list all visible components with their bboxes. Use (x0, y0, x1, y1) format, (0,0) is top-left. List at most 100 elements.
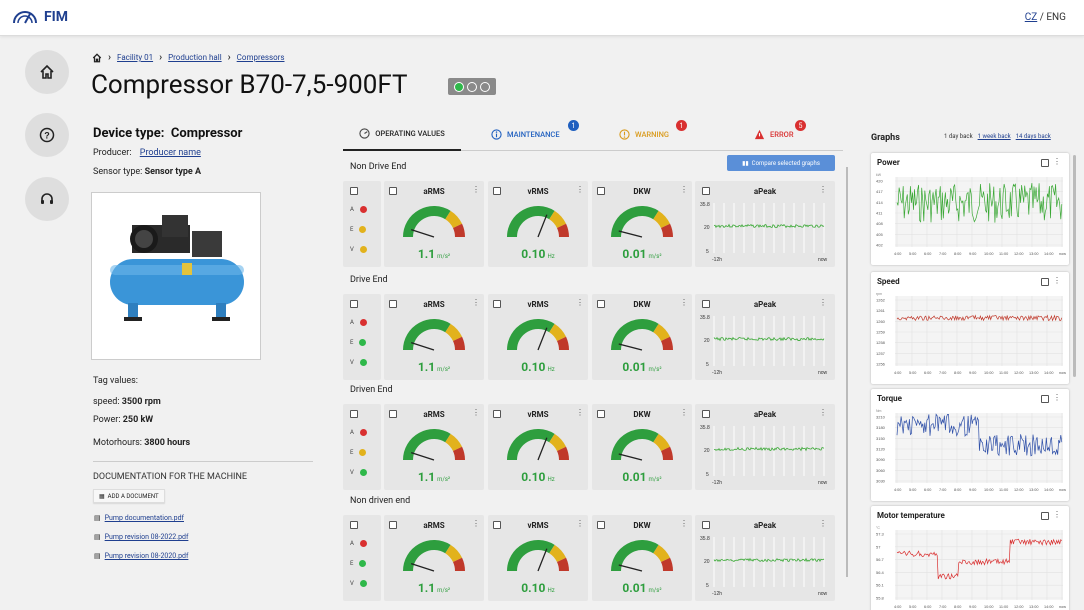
graph-card-motor-temperature[interactable]: Motor temperature ⋮ °C 57.3 57 56.7 56.4 56.1 55… (871, 506, 1069, 610)
more-vert-icon[interactable]: ⋮ (1053, 276, 1061, 285)
select-checkbox[interactable] (702, 187, 710, 195)
metric-card-vrms[interactable]: vRMS ⋮ 0.10 Hz (488, 294, 588, 380)
select-checkbox[interactable] (493, 300, 501, 308)
metric-card-vrms[interactable]: vRMS ⋮ 0.10 Hz (488, 404, 588, 490)
more-vert-icon[interactable]: ⋮ (819, 298, 827, 307)
status-led (359, 319, 367, 326)
tab-warning[interactable]: WARNING (619, 117, 669, 151)
more-vert-icon[interactable]: ⋮ (576, 185, 584, 194)
metric-card-apeak[interactable]: aPeak ⋮ 35.8 20 5 -12h now (695, 404, 835, 490)
app-logo[interactable]: FIM (12, 9, 68, 25)
graph-card-torque[interactable]: Torque ⋮ Nm 3210 3180 3150 3120 3090 3060 3030 4:0… (871, 389, 1069, 501)
more-vert-icon[interactable]: ⋮ (680, 298, 688, 307)
doc-link[interactable]: ▤ Pump documentation.pdf (94, 514, 184, 522)
select-checkbox[interactable] (702, 300, 710, 308)
doc-link-label[interactable]: Pump revision 08-2022.pdf (104, 533, 189, 541)
more-vert-icon[interactable]: ⋮ (1053, 510, 1061, 519)
metric-card-vrms[interactable]: vRMS ⋮ 0.10 Hz (488, 515, 588, 601)
tab-error[interactable]: ERROR (754, 117, 794, 151)
gauge-icon (403, 429, 465, 461)
more-vert-icon[interactable]: ⋮ (576, 298, 584, 307)
graph-card-power[interactable]: Power ⋮ kW 420 417 414 411 408 405 402 4:00 5:00 6:0… (871, 153, 1069, 265)
more-vert-icon[interactable]: ⋮ (680, 519, 688, 528)
metric-card-dkw[interactable]: DKW ⋮ 0.01 m/s² (592, 294, 692, 380)
more-vert-icon[interactable]: ⋮ (1053, 157, 1061, 166)
more-vert-icon[interactable]: ⋮ (576, 519, 584, 528)
select-checkbox[interactable] (1041, 159, 1049, 167)
select-checkbox[interactable] (1041, 278, 1049, 286)
select-checkbox[interactable] (493, 410, 501, 418)
lang-eng[interactable]: ENG (1046, 12, 1066, 23)
more-vert-icon[interactable]: ⋮ (576, 408, 584, 417)
producer-link[interactable]: Producer name (139, 148, 201, 158)
more-vert-icon[interactable]: ⋮ (472, 185, 480, 194)
select-checkbox[interactable] (597, 521, 605, 529)
select-checkbox[interactable] (350, 410, 358, 418)
select-checkbox[interactable] (702, 521, 710, 529)
range-1-week[interactable]: 1 week back (977, 133, 1011, 140)
metric-card-apeak[interactable]: aPeak ⋮ 35.8 20 5 -12h now (695, 515, 835, 601)
select-checkbox[interactable] (702, 410, 710, 418)
metric-card-arms[interactable]: aRMS ⋮ 1.1 m/s² (384, 181, 484, 267)
help-button[interactable]: ? (25, 113, 69, 157)
graph-card-speed[interactable]: Speed ⋮ rpm 1262 1261 1260 1259 1258 1257 1256 4:0… (871, 272, 1069, 384)
graphs-scrollbar[interactable] (1073, 155, 1076, 377)
metric-card-arms[interactable]: aRMS ⋮ 1.1 m/s² (384, 515, 484, 601)
metric-card-dkw[interactable]: DKW ⋮ 0.01 m/s² (592, 404, 692, 490)
select-checkbox[interactable] (389, 521, 397, 529)
metric-value: 1.1 m/s² (384, 470, 484, 484)
graph-x-tick: 4:00 (894, 488, 901, 492)
select-checkbox[interactable] (389, 300, 397, 308)
doc-link[interactable]: ▤ Pump revision 08-2022.pdf (94, 533, 188, 541)
home-icon[interactable] (92, 52, 102, 63)
range-1-day[interactable]: 1 day back (944, 133, 973, 140)
more-vert-icon[interactable]: ⋮ (472, 298, 480, 307)
more-vert-icon[interactable]: ⋮ (819, 185, 827, 194)
graph-plot: Nm 3210 3180 3150 3120 3090 3060 3030 4:00 5:00 6:… (876, 409, 1066, 492)
breadcrumb-facility[interactable]: Facility 01 (117, 53, 154, 62)
range-14-days[interactable]: 14 days back (1015, 133, 1051, 140)
metric-card-apeak[interactable]: aPeak ⋮ 35.8 20 5 -12h now (695, 181, 835, 267)
doc-link-label[interactable]: Pump documentation.pdf (104, 514, 184, 522)
more-vert-icon[interactable]: ⋮ (472, 519, 480, 528)
more-vert-icon[interactable]: ⋮ (819, 408, 827, 417)
more-vert-icon[interactable]: ⋮ (680, 408, 688, 417)
select-checkbox[interactable] (1041, 395, 1049, 403)
select-checkbox[interactable] (597, 187, 605, 195)
more-vert-icon[interactable]: ⋮ (680, 185, 688, 194)
lang-cz-link[interactable]: CZ (1024, 12, 1038, 23)
more-vert-icon[interactable]: ⋮ (1053, 393, 1061, 402)
doc-link-label[interactable]: Pump revision 08-2020.pdf (104, 552, 189, 560)
metric-card-dkw[interactable]: DKW ⋮ 0.01 m/s² (592, 181, 692, 267)
doc-link[interactable]: ▤ Pump revision 08-2020.pdf (94, 552, 188, 560)
breadcrumb-compressors[interactable]: Compressors (236, 53, 285, 62)
add-document-button[interactable]: ▦ ADD A DOCUMENT (93, 489, 165, 503)
graph-x-tick: 6:00 (924, 252, 931, 256)
support-button[interactable] (25, 177, 69, 221)
breadcrumb-hall[interactable]: Production hall (168, 53, 222, 62)
select-checkbox[interactable] (350, 187, 358, 195)
metric-number: 1.1 (417, 360, 436, 374)
metric-card-arms[interactable]: aRMS ⋮ 1.1 m/s² (384, 294, 484, 380)
home-button[interactable] (25, 50, 69, 94)
select-checkbox[interactable] (389, 410, 397, 418)
more-vert-icon[interactable]: ⋮ (819, 519, 827, 528)
graph-y-tick: 417 (876, 189, 883, 194)
select-checkbox[interactable] (597, 300, 605, 308)
select-checkbox[interactable] (350, 521, 358, 529)
scrollbar[interactable] (846, 167, 848, 577)
select-checkbox[interactable] (350, 300, 358, 308)
metric-card-arms[interactable]: aRMS ⋮ 1.1 m/s² (384, 404, 484, 490)
select-checkbox[interactable] (493, 187, 501, 195)
tab-operating-values[interactable]: OPERATING VALUES (343, 117, 461, 151)
select-checkbox[interactable] (389, 187, 397, 195)
select-checkbox[interactable] (1041, 512, 1049, 520)
select-checkbox[interactable] (597, 410, 605, 418)
metric-card-vrms[interactable]: vRMS ⋮ 0.10 Hz (488, 181, 588, 267)
metric-card-dkw[interactable]: DKW ⋮ 0.01 m/s² (592, 515, 692, 601)
more-vert-icon[interactable]: ⋮ (472, 408, 480, 417)
tab-maintenance[interactable]: MAINTENANCE (491, 117, 560, 151)
metric-card-apeak[interactable]: aPeak ⋮ 35.8 20 5 -12h now (695, 294, 835, 380)
compare-graphs-button[interactable]: ▮▮ Compare selected graphs (727, 155, 835, 171)
select-checkbox[interactable] (493, 521, 501, 529)
